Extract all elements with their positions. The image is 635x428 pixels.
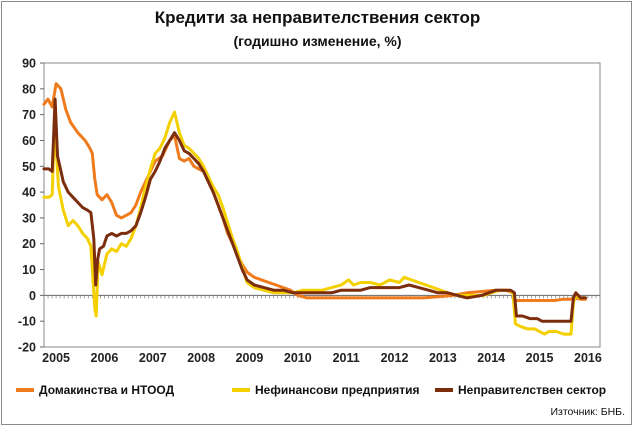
plot-area [43, 62, 601, 348]
x-tick-label: 2010 [284, 351, 312, 365]
series-nongovernment-sector-line [42, 97, 587, 323]
y-tick-label: 10 [22, 263, 36, 277]
chart-subtitle: (годишно изменение, %) [233, 33, 402, 49]
source-note: Източник: БНБ. [550, 406, 625, 418]
legend-swatch [232, 388, 250, 392]
y-tick-label: 30 [22, 211, 36, 225]
legend-label: Нефинансови предприятия [255, 383, 420, 397]
legend-item-nongovernment-sector: Неправителствен сектор [435, 383, 606, 397]
y-tick-label: 60 [22, 134, 36, 148]
y-tick-label: 80 [22, 82, 36, 96]
legend-label: Домакинства и НТООД [39, 383, 175, 397]
y-tick-label: 50 [22, 160, 36, 174]
x-tick-label: 2016 [574, 351, 602, 365]
x-tick-label: 2007 [139, 351, 167, 365]
x-tick-label: 2005 [42, 351, 70, 365]
legend-item-nonfinancial-corporations: Нефинансови предприятия [232, 383, 420, 397]
series-households-line [42, 82, 587, 302]
x-tick-label: 2011 [333, 351, 360, 365]
x-tick-label: 2009 [236, 351, 264, 365]
y-tick-label: -10 [18, 315, 36, 329]
x-tick-label: 2008 [187, 351, 215, 365]
legend-item-households: Домакинства и НТООД [16, 383, 174, 397]
chart-title: Кредити за неправителствения сектор [154, 8, 481, 27]
legend-swatch [16, 388, 34, 392]
x-tick-label: 2014 [477, 351, 505, 365]
legend-swatch [435, 388, 453, 392]
series-nonfinancial-corporations-line [42, 110, 587, 336]
y-tick-label: 70 [22, 108, 36, 122]
x-tick-label: 2006 [91, 351, 119, 365]
y-tick-label: 0 [29, 289, 36, 303]
x-tick-label: 2012 [381, 351, 409, 365]
x-tick-label: 2015 [526, 351, 554, 365]
y-tick-label: 90 [22, 57, 36, 71]
x-tick-label: 2013 [429, 351, 457, 365]
legend-label: Неправителствен сектор [458, 383, 607, 397]
y-tick-label: -20 [18, 341, 36, 355]
y-tick-label: 40 [22, 186, 36, 200]
y-tick-label: 20 [22, 237, 36, 251]
